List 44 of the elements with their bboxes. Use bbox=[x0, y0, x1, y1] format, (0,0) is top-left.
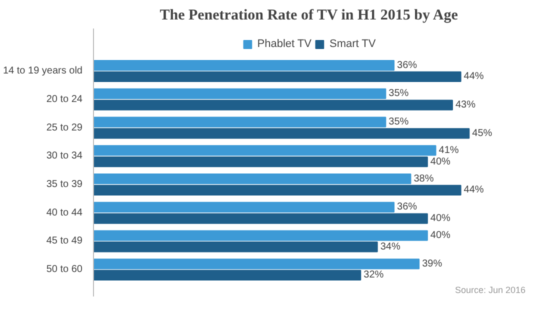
bar bbox=[94, 71, 462, 82]
data-label: 34% bbox=[380, 241, 400, 252]
legend-label: Phablet TV bbox=[257, 38, 312, 50]
bar bbox=[94, 242, 378, 252]
legend-label: Smart TV bbox=[329, 38, 376, 50]
data-label: 45% bbox=[472, 128, 492, 139]
data-label: 32% bbox=[364, 270, 384, 281]
bar bbox=[94, 100, 453, 110]
data-label: 40% bbox=[430, 213, 451, 224]
y-tick-label: 25 to 29 bbox=[46, 122, 83, 134]
y-tick-label: 35 to 39 bbox=[46, 178, 83, 190]
data-label: 43% bbox=[455, 100, 476, 111]
y-tick-label: 14 to 19 years old bbox=[3, 66, 83, 77]
data-label: 38% bbox=[414, 173, 434, 184]
bar bbox=[94, 116, 386, 128]
bar bbox=[94, 128, 470, 139]
bar bbox=[94, 88, 386, 100]
y-tick-label: 45 to 49 bbox=[46, 236, 83, 247]
data-label: 39% bbox=[422, 258, 442, 270]
bar bbox=[94, 145, 436, 156]
bar bbox=[94, 213, 428, 224]
bar bbox=[94, 202, 395, 212]
annotation: Source: Jun 2016 bbox=[454, 285, 526, 296]
y-tick-label: 50 to 60 bbox=[46, 264, 83, 276]
bar bbox=[94, 184, 462, 196]
bar bbox=[94, 230, 428, 241]
data-label: 40% bbox=[430, 156, 451, 168]
data-label: 36% bbox=[397, 202, 418, 213]
data-label: 35% bbox=[388, 116, 409, 128]
bar bbox=[94, 270, 362, 281]
data-label: 35% bbox=[388, 88, 409, 100]
y-tick-label: 40 to 44 bbox=[46, 207, 83, 218]
y-tick-label: 30 to 34 bbox=[46, 150, 83, 162]
data-label: 41% bbox=[438, 144, 459, 156]
chart-title: The Penetration Rate of TV in H1 2015 by Age bbox=[160, 8, 458, 24]
data-label: 36% bbox=[397, 60, 418, 71]
data-label: 40% bbox=[430, 230, 451, 242]
bar bbox=[94, 258, 420, 270]
bar bbox=[94, 173, 412, 184]
data-label: 44% bbox=[464, 71, 484, 82]
y-tick-label: 20 to 24 bbox=[46, 94, 83, 105]
bar bbox=[94, 156, 428, 168]
bar bbox=[94, 60, 395, 71]
data-label: 44% bbox=[464, 184, 484, 196]
